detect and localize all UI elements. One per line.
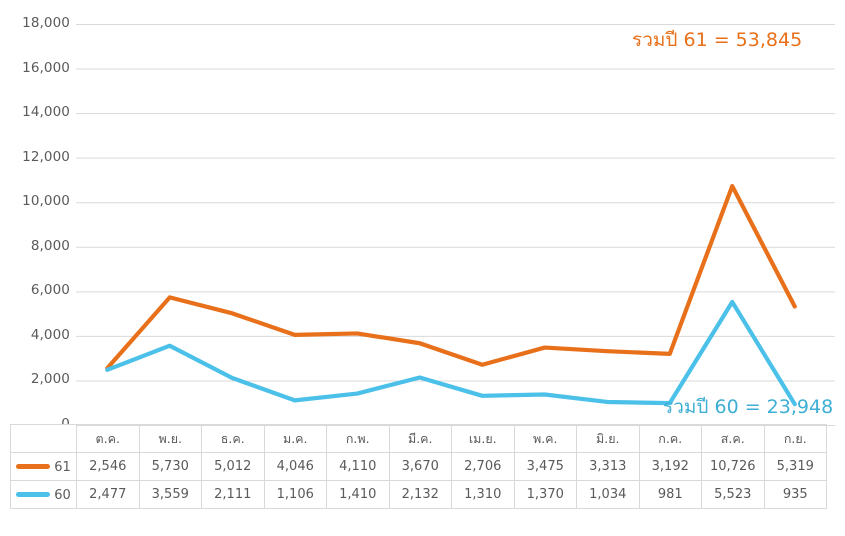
gridlines — [76, 24, 835, 426]
table-column-header: พ.ย. — [138, 424, 202, 453]
series-line-60 — [105, 299, 797, 407]
table-row: 60 2,477 3,559 2,111 1,106 1,410 2,132 1,310 1,3… — [10, 480, 827, 509]
table-column-header: พ.ค. — [513, 424, 577, 453]
table-cell-value: 3,670 — [388, 452, 452, 481]
table-cell-value: 3,559 — [138, 480, 202, 509]
table-column-header: ต.ค. — [76, 424, 140, 453]
table-cell-value: 4,046 — [263, 452, 327, 481]
annotation-total-61: รวมปี 61 = 53,845 — [632, 29, 803, 51]
y-axis-tick-label: 14,000 — [22, 104, 70, 121]
table-column-header: มิ.ย. — [576, 424, 640, 453]
legend-cell-61[interactable]: 61 — [10, 452, 77, 481]
legend-swatch-icon — [16, 492, 51, 497]
table-column-header: ธ.ค. — [201, 424, 265, 453]
y-axis-tick-label: 12,000 — [22, 148, 70, 165]
table-column-header: ก.พ. — [326, 424, 390, 453]
y-axis-tick-label: 6,000 — [30, 282, 70, 299]
table-cell-value: 3,313 — [576, 452, 640, 481]
table-cell-value: 1,410 — [326, 480, 390, 509]
table-header-row: ต.ค. พ.ย. ธ.ค. ม.ค. ก.พ. มี.ค. เม.ย. พ.ค. มิ.ย. ก… — [10, 424, 827, 453]
table-cell-value: 1,370 — [513, 480, 577, 509]
legend-label: 60 — [54, 487, 71, 503]
table-column-header: เม.ย. — [451, 424, 515, 453]
table-cell-value: 5,730 — [138, 452, 202, 481]
y-axis: 18,000 16,000 14,000 12,000 10,000 8,000 6,000… — [0, 0, 70, 440]
y-axis-tick-label: 18,000 — [22, 15, 70, 31]
table-cell-value: 10,726 — [701, 452, 765, 481]
table-cell-value: 1,034 — [576, 480, 640, 509]
series-line-61 — [105, 183, 797, 371]
table-cell-value: 1,310 — [451, 480, 515, 509]
table-cell-value: 5,012 — [201, 452, 265, 481]
y-axis-tick-label: 10,000 — [22, 193, 70, 210]
table-cell-value: 935 — [763, 480, 827, 509]
table-row: 61 2,546 5,730 5,012 4,046 4,110 3,670 2,706 3,4… — [10, 452, 827, 481]
y-axis-tick-label: 16,000 — [22, 59, 70, 76]
table-cell-value: 2,706 — [451, 452, 515, 481]
series-lines — [105, 183, 797, 407]
table-corner-cell — [10, 424, 77, 453]
table-cell-value: 2,111 — [201, 480, 265, 509]
table-cell-value: 5,319 — [763, 452, 827, 481]
y-axis-tick-label: 4,000 — [30, 326, 70, 343]
table-cell-value: 5,523 — [701, 480, 765, 509]
annotation-total-60: รวมปี 60 = 23,948 — [663, 396, 834, 418]
data-table-container: ต.ค. พ.ย. ธ.ค. ม.ค. ก.พ. มี.ค. เม.ย. พ.ค. มิ.ย. ก… — [10, 424, 827, 509]
table-cell-value: 4,110 — [326, 452, 390, 481]
table-column-header: ส.ค. — [701, 424, 765, 453]
table-cell-value: 3,475 — [513, 452, 577, 481]
table-cell-value: 2,546 — [76, 452, 140, 481]
legend-label: 61 — [54, 459, 71, 475]
legend-swatch-icon — [16, 464, 51, 469]
y-axis-tick-label: 8,000 — [30, 237, 70, 254]
legend-cell-60[interactable]: 60 — [10, 480, 77, 509]
table-column-header: มี.ค. — [388, 424, 452, 453]
table-column-header: ก.ย. — [763, 424, 827, 453]
table-cell-value: 2,132 — [388, 480, 452, 509]
data-table: ต.ค. พ.ย. ธ.ค. ม.ค. ก.พ. มี.ค. เม.ย. พ.ค. มิ.ย. ก… — [10, 424, 827, 509]
table-cell-value: 981 — [638, 480, 702, 509]
table-cell-value: 2,477 — [76, 480, 140, 509]
y-axis-tick-label: 2,000 — [30, 371, 70, 388]
table-column-header: ม.ค. — [263, 424, 327, 453]
table-cell-value: 3,192 — [638, 452, 702, 481]
table-column-header: ก.ค. — [638, 424, 702, 453]
table-cell-value: 1,106 — [263, 480, 327, 509]
